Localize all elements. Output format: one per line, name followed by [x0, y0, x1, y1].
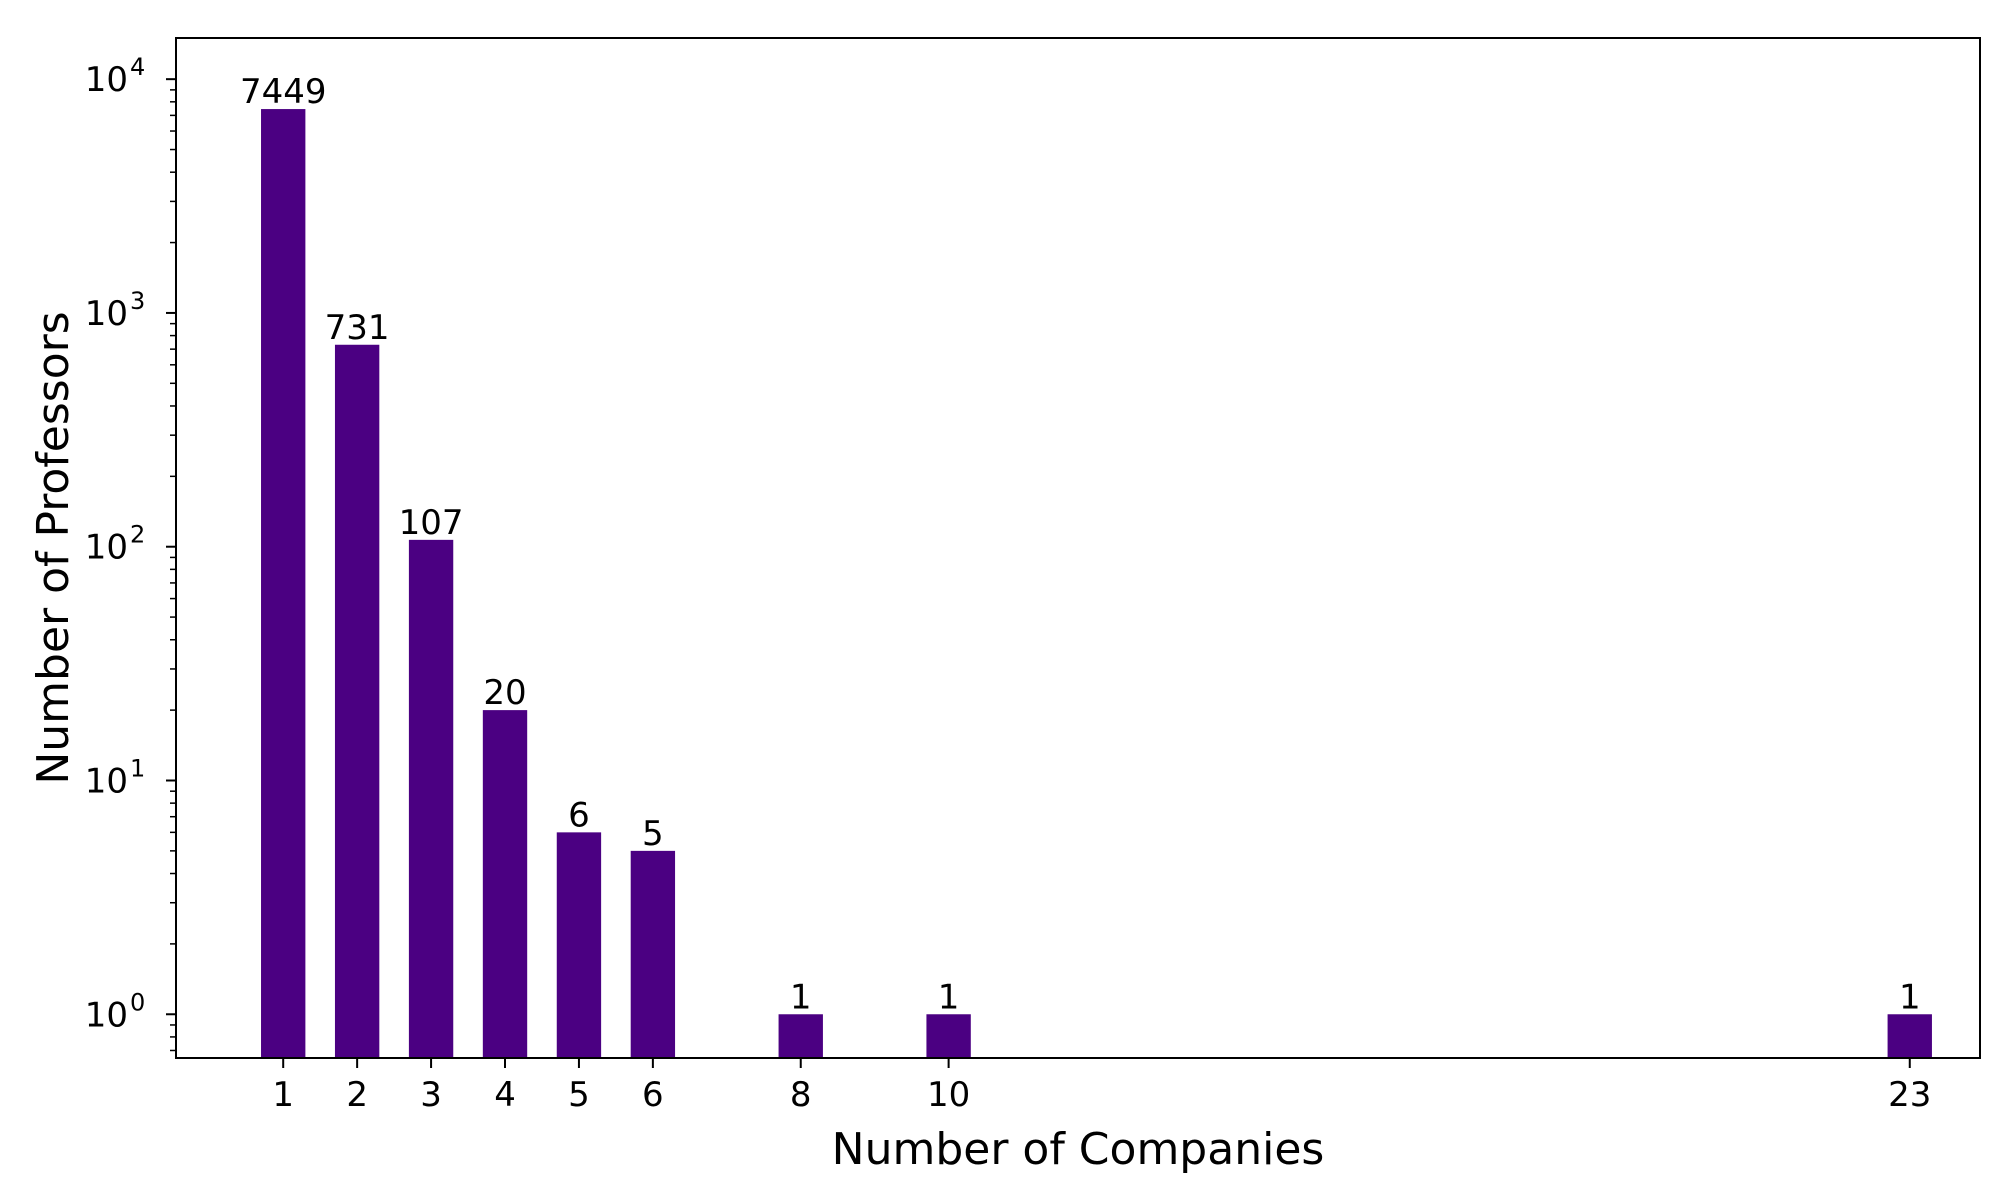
bar-value-label: 5: [642, 814, 664, 854]
x-tick-label: 8: [790, 1075, 812, 1115]
x-tick-label: 3: [420, 1075, 442, 1115]
plot-frame: [175, 37, 1981, 1059]
x-tick-label: 2: [346, 1075, 368, 1115]
bar: [926, 1014, 971, 1058]
y-tick-label: 10: [85, 528, 128, 568]
x-tick-label: 6: [642, 1075, 664, 1115]
x-tick-label: 1: [272, 1075, 294, 1115]
bar-value-label: 1: [790, 977, 812, 1017]
bar: [556, 832, 602, 1058]
x-axis-ticks: 1 2 3 4 5 6 8 10 23: [272, 1058, 1931, 1115]
x-tick-label: 10: [927, 1075, 970, 1115]
bar: [408, 539, 454, 1058]
bar: [630, 850, 676, 1058]
bar-value-label: 7449: [240, 72, 327, 112]
bar-value-label: 1: [938, 977, 960, 1017]
bar: [778, 1014, 823, 1058]
y-tick-exponent: 0: [130, 988, 145, 1016]
bar: [261, 109, 306, 1058]
bar-value-label: 1: [1899, 977, 1921, 1017]
bar-value-label: 20: [483, 673, 526, 713]
y-tick-exponent: 1: [130, 754, 145, 782]
y-tick-exponent: 2: [130, 521, 145, 549]
y-tick-label: 10: [85, 294, 128, 334]
y-tick-exponent: 4: [130, 53, 145, 81]
y-tick-label: 10: [85, 761, 128, 801]
x-axis-title: Number of Companies: [832, 1124, 1325, 1175]
bar-value-labels: 7449 731 107 20 6 5 1 1 1: [240, 72, 1921, 1017]
bar-value-label: 731: [325, 308, 390, 348]
bars: [261, 109, 1932, 1058]
bar-value-label: 107: [399, 503, 464, 543]
x-tick-label: 23: [1888, 1075, 1931, 1115]
bar: [482, 710, 528, 1058]
x-tick-label: 5: [568, 1075, 590, 1115]
bar-value-label: 6: [568, 795, 590, 835]
y-tick-label: 10: [85, 995, 128, 1035]
bar: [334, 344, 380, 1058]
y-tick-label: 10: [85, 60, 128, 100]
x-tick-label: 4: [494, 1075, 516, 1115]
bar: [1887, 1014, 1932, 1058]
y-axis-title: Number of Professors: [28, 311, 79, 784]
y-tick-exponent: 3: [130, 287, 145, 315]
